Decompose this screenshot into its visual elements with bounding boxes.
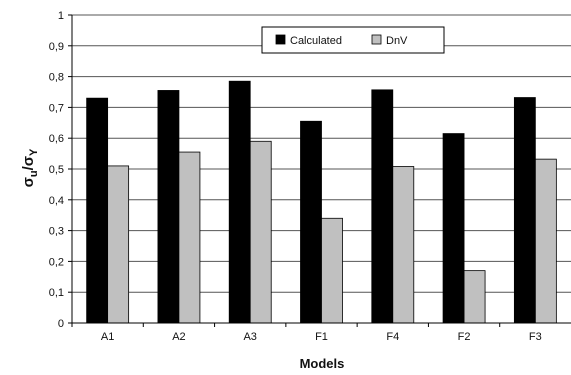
legend-label-dnv: DnV [386,35,408,47]
legend-label-calculated: Calculated [290,35,342,47]
bar-calculated-f1 [300,120,322,324]
bar-calculated-a3 [228,80,251,324]
x-tick-label: F4 [386,331,399,343]
bar-calculated-f2 [442,133,465,324]
y-tick-label: 0,5 [49,164,64,176]
x-tick-label: A2 [172,331,185,343]
legend-box [261,26,445,54]
x-tick-label: F3 [529,331,542,343]
y-tick-label: 0,3 [49,226,64,238]
y-tick-label: 0 [58,318,64,330]
y-axis-title: σu/σY [20,148,40,187]
x-tick-label: F2 [458,331,471,343]
y-tick-label: 0,1 [49,287,64,299]
bar-dnv-a3 [249,140,272,324]
legend-swatch-calculated [275,34,286,45]
bar-dnv-f1 [321,217,343,324]
bar-dnv-f4 [392,166,415,324]
y-tick-label: 1 [58,10,64,22]
x-tick-label: A1 [101,331,114,343]
legend-swatch-dnv [371,34,382,45]
y-tick-label: 0,2 [49,256,64,268]
bar-dnv-f3 [534,158,557,324]
bar-calculated-a2 [157,90,180,324]
bar-calculated-a1 [86,97,109,324]
bar-dnv-f2 [463,270,486,324]
x-tick-label: F1 [315,331,328,343]
y-tick-label: 0,8 [49,72,64,84]
x-tick-label: A3 [243,331,256,343]
y-tick-labels: 0 0,1 0,2 0,3 0,4 0,5 0,6 0,7 0,8 0,9 1 [49,10,64,330]
y-tick-label: 0,6 [49,133,64,145]
x-tick-labels: A1 A2 A3 F1 F4 F2 F3 [101,331,542,343]
bar-calculated-f4 [371,89,394,324]
bar-dnv-a1 [107,165,130,324]
bars [86,80,557,324]
y-tick-label: 0,9 [49,41,64,53]
y-tick-label: 0,7 [49,102,64,114]
bar-calculated-f3 [513,97,536,324]
axes [71,15,571,327]
x-axis-title: Models [300,356,345,371]
legend: Calculated DnV [261,26,445,54]
bar-dnv-a2 [178,151,201,324]
y-tick-label: 0,4 [49,195,64,207]
